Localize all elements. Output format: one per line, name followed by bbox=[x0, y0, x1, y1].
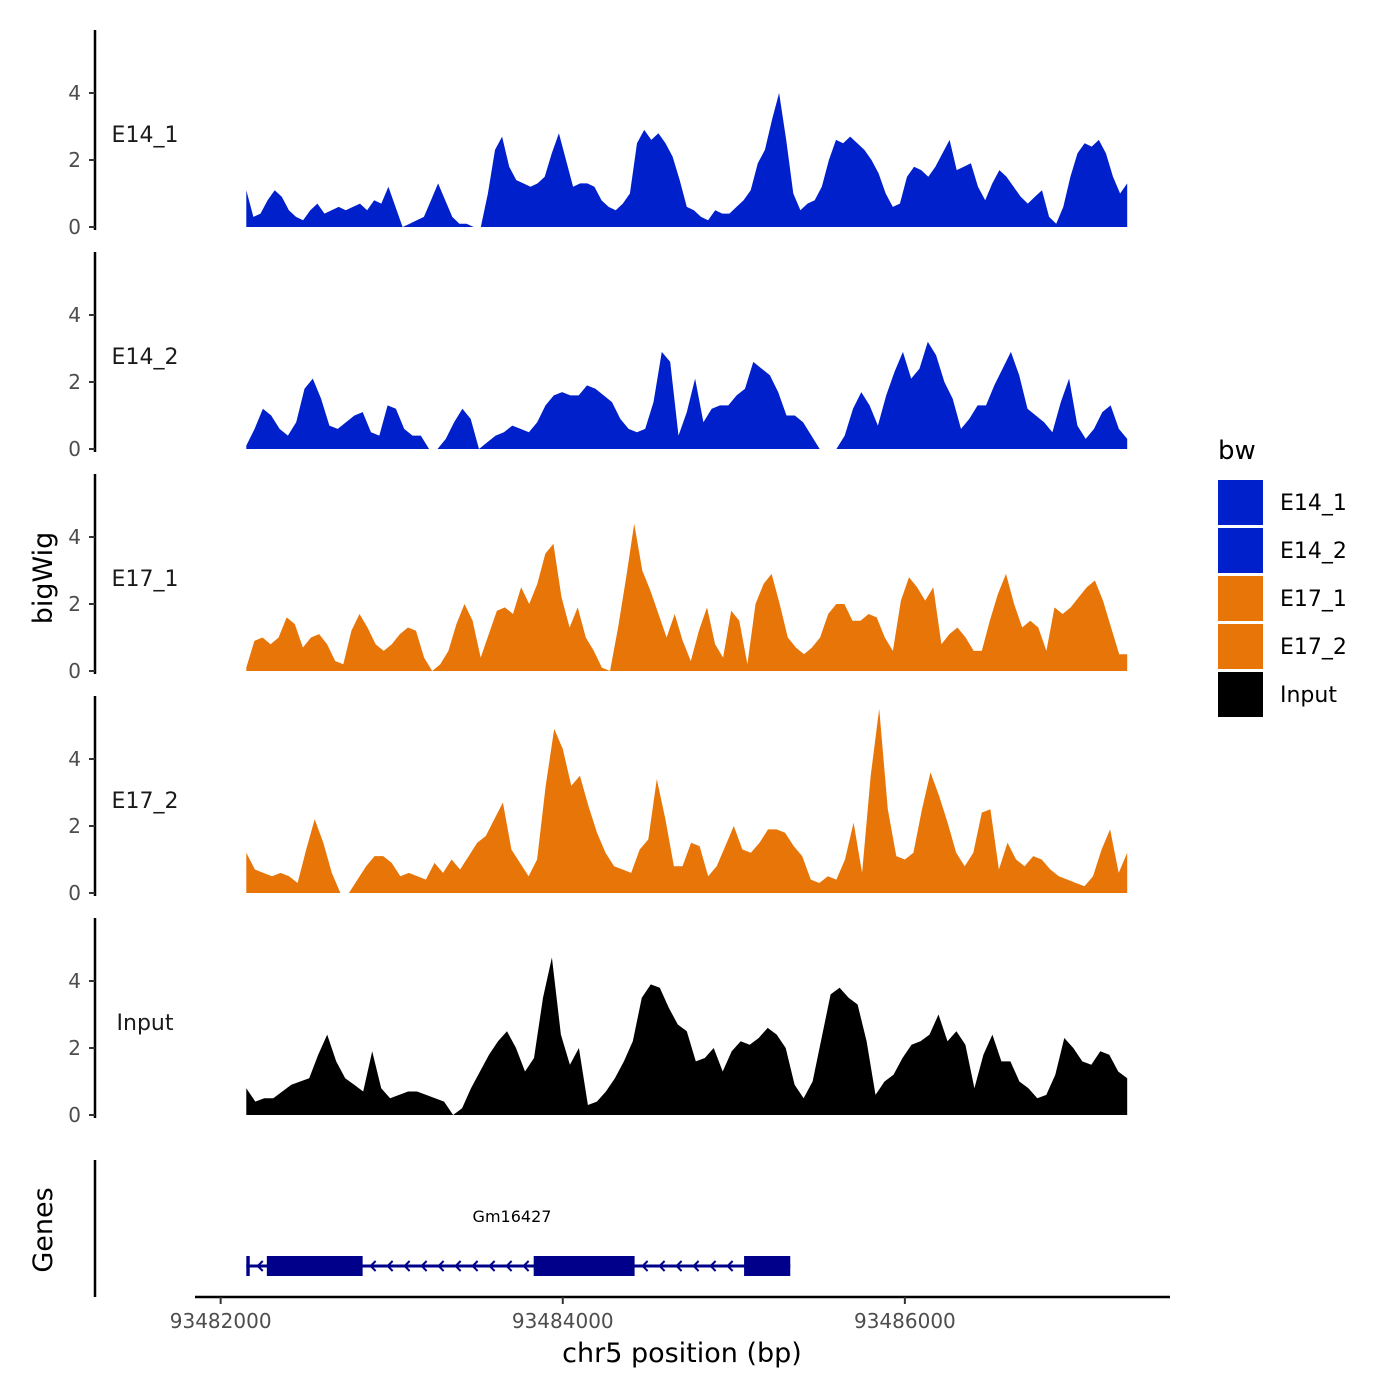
y-axis-title: bigWig bbox=[28, 532, 59, 625]
strand-arrow bbox=[437, 1260, 445, 1272]
strand-arrow bbox=[505, 1260, 513, 1272]
y-tick-label: 0 bbox=[68, 215, 81, 239]
gene-name-label: Gm16427 bbox=[473, 1207, 552, 1226]
strand-arrow bbox=[658, 1260, 666, 1272]
track-label: E14_1 bbox=[112, 123, 179, 148]
coverage-area bbox=[246, 708, 1128, 893]
strand-arrow bbox=[420, 1260, 428, 1272]
y-tick-label: 0 bbox=[68, 1103, 81, 1127]
y-tick-label: 4 bbox=[68, 525, 81, 549]
track-label: E17_1 bbox=[112, 567, 179, 592]
gene-exon bbox=[266, 1256, 363, 1276]
strand-arrow bbox=[488, 1260, 496, 1272]
legend-key bbox=[1218, 480, 1263, 525]
coverage-area bbox=[246, 523, 1128, 671]
y-tick-label: 0 bbox=[68, 437, 81, 461]
y-tick-label: 0 bbox=[68, 881, 81, 905]
genes-track-title: Genes bbox=[28, 1187, 59, 1272]
track-e17-1: 0 2 4 E17_1 bbox=[68, 474, 1128, 683]
track-input: 0 2 4 Input bbox=[68, 918, 1128, 1127]
track-label: Input bbox=[117, 1011, 174, 1036]
strand-arrow bbox=[369, 1260, 377, 1272]
track-label: E14_2 bbox=[112, 345, 179, 370]
x-tick-label: 93482000 bbox=[170, 1309, 272, 1333]
y-tick-label: 4 bbox=[68, 969, 81, 993]
track-label: E17_2 bbox=[112, 789, 179, 814]
coverage-area bbox=[246, 93, 1128, 227]
strand-arrow bbox=[641, 1260, 649, 1272]
gene-exon bbox=[246, 1256, 250, 1276]
y-tick-label: 2 bbox=[68, 148, 81, 172]
y-tick-label: 4 bbox=[68, 81, 81, 105]
y-tick-label: 4 bbox=[68, 303, 81, 327]
legend-key bbox=[1218, 624, 1263, 669]
legend-key bbox=[1218, 672, 1263, 717]
legend: bw E14_1 E14_2 E17_1 E17_2 Input bbox=[1218, 436, 1347, 717]
strand-arrow bbox=[692, 1260, 700, 1272]
strand-arrow bbox=[454, 1260, 462, 1272]
track-e14-1: 0 2 4 E14_1 bbox=[68, 30, 1128, 239]
legend-label: E17_2 bbox=[1280, 635, 1347, 660]
gene-exon bbox=[744, 1256, 791, 1276]
legend-key bbox=[1218, 528, 1263, 573]
legend-key bbox=[1218, 576, 1263, 621]
strand-arrow bbox=[256, 1260, 264, 1272]
strand-arrow bbox=[709, 1260, 717, 1272]
strand-arrow bbox=[726, 1260, 734, 1272]
track-e17-2: 0 2 4 E17_2 bbox=[68, 696, 1128, 905]
coverage-area bbox=[246, 341, 1128, 449]
y-tick-label: 4 bbox=[68, 747, 81, 771]
strand-arrow bbox=[522, 1260, 530, 1272]
tracks-layer: 0 2 4 E14_1 0 2 4 E14_2 0 2 4 E17_1 0 2 4 E17_2 0 2 4 Input bbox=[68, 30, 1128, 1127]
y-tick-label: 0 bbox=[68, 659, 81, 683]
y-tick-label: 2 bbox=[68, 1036, 81, 1060]
track-e14-2: 0 2 4 E14_2 bbox=[68, 252, 1128, 461]
strand-arrow bbox=[471, 1260, 479, 1272]
strand-arrow bbox=[386, 1260, 394, 1272]
legend-title: bw bbox=[1218, 436, 1256, 466]
gene-exon bbox=[533, 1256, 635, 1276]
y-tick-label: 2 bbox=[68, 370, 81, 394]
x-axis: 93482000 93484000 93486000 bbox=[170, 1295, 1170, 1333]
y-tick-label: 2 bbox=[68, 814, 81, 838]
x-axis-title: chr5 position (bp) bbox=[562, 1338, 802, 1369]
y-tick-label: 2 bbox=[68, 592, 81, 616]
strand-arrow bbox=[403, 1260, 411, 1272]
legend-label: E17_1 bbox=[1280, 587, 1347, 612]
genes-layer: Genes Gm16427 bbox=[28, 1160, 791, 1297]
x-tick-label: 93484000 bbox=[512, 1309, 614, 1333]
legend-label: E14_2 bbox=[1280, 539, 1347, 564]
x-tick-label: 93486000 bbox=[854, 1309, 956, 1333]
coverage-area bbox=[246, 957, 1128, 1115]
legend-label: Input bbox=[1280, 683, 1337, 708]
strand-arrow bbox=[675, 1260, 683, 1272]
legend-label: E14_1 bbox=[1280, 491, 1347, 516]
